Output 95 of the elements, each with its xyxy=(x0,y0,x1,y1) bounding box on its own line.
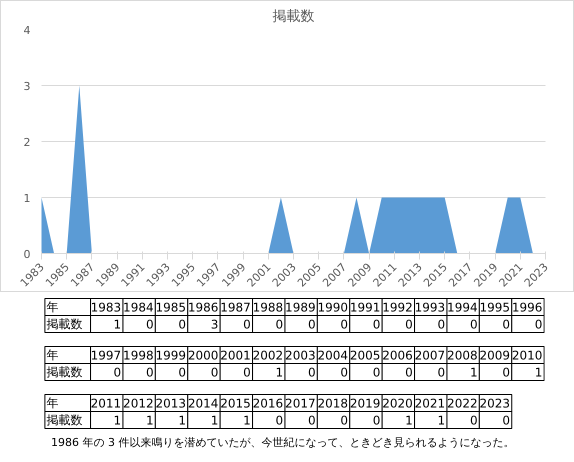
x-tick-label: 1987 xyxy=(220,300,251,314)
x-tick-label: 1992 xyxy=(382,300,413,314)
x-tick-label: 2001 xyxy=(220,348,251,362)
data-label: 0 xyxy=(276,414,284,428)
x-tick-label: 2006 xyxy=(382,348,413,362)
x-tick-label: 2011 xyxy=(90,396,122,410)
data-label: 0 xyxy=(502,318,510,332)
x-tick-label: 1996 xyxy=(512,300,542,314)
x-tick-label: 1995 xyxy=(479,300,510,314)
y-tick-label: 掲載数 xyxy=(46,413,83,427)
x-tick-label: 2009 xyxy=(479,348,510,362)
y-tick-label: 掲載数 xyxy=(46,365,83,379)
data-label: 0 xyxy=(146,318,154,332)
x-tick-label: 1990 xyxy=(317,300,348,314)
data-label: 0 xyxy=(308,414,316,428)
x-tick-label: 2022 xyxy=(447,396,478,410)
x-tick-label: 2007 xyxy=(414,348,446,362)
data-label: 0 xyxy=(372,414,380,428)
x-tick-label: 1984 xyxy=(123,300,154,314)
data-label: 1 xyxy=(114,318,122,332)
data-label: 0 xyxy=(534,318,542,332)
data-label: 0 xyxy=(308,318,316,332)
data-label: 0 xyxy=(438,318,446,332)
data-label: 1 xyxy=(114,414,122,428)
x-tick-label: 2008 xyxy=(447,348,478,362)
data-label: 1 xyxy=(534,366,542,380)
x-tick-label: 1985 xyxy=(155,300,186,314)
x-tick-label: 2020 xyxy=(382,396,413,410)
data-label: 1 xyxy=(210,414,218,428)
x-tick-label: 2016 xyxy=(252,396,284,410)
x-tick-label: 1988 xyxy=(252,300,284,314)
data-label: 1 xyxy=(146,414,154,428)
data-label: 0 xyxy=(340,414,348,428)
x-tick-label: 2013 xyxy=(155,396,186,410)
x-tick-label: 2019 xyxy=(350,396,380,410)
data-label: 0 xyxy=(178,318,186,332)
data-label: 1 xyxy=(405,414,413,428)
data-label: 0 xyxy=(470,414,478,428)
data-label: 0 xyxy=(405,366,413,380)
data-label: 0 xyxy=(243,318,251,332)
x-axis-title: 年 xyxy=(46,396,59,410)
x-tick-label: 2014 xyxy=(188,396,218,410)
x-tick-label: 1986 xyxy=(188,300,218,314)
y-tick-label: 2 xyxy=(24,136,30,149)
x-axis-title: 年 xyxy=(46,300,59,314)
x-tick-label: 2000 xyxy=(188,348,218,362)
x-tick-label: 2010 xyxy=(512,348,542,362)
data-label: 0 xyxy=(243,366,251,380)
x-tick-label: 2015 xyxy=(220,396,251,410)
x-tick-label: 2012 xyxy=(123,396,154,410)
data-label: 1 xyxy=(243,414,251,428)
data-label: 0 xyxy=(178,366,186,380)
annotation: 1986 年の 3 件以来鳴りを潜めていたが、今世紀になって、ときどき見られるようになった。 xyxy=(51,436,515,449)
data-label: 0 xyxy=(502,414,510,428)
data-label: 0 xyxy=(470,318,478,332)
data-label: 0 xyxy=(114,366,122,380)
data-label: 1 xyxy=(178,414,186,428)
y-tick-label: 1 xyxy=(24,192,30,205)
data-label: 0 xyxy=(372,366,380,380)
x-tick-label: 2018 xyxy=(317,396,348,410)
data-label: 1 xyxy=(276,366,284,380)
data-label: 1 xyxy=(438,414,446,428)
x-tick-label: 1997 xyxy=(90,348,122,362)
data-label: 0 xyxy=(308,366,316,380)
data-label: 0 xyxy=(340,366,348,380)
x-tick-label: 1989 xyxy=(285,300,316,314)
data-label: 0 xyxy=(210,366,218,380)
y-tick-label: 4 xyxy=(24,24,30,37)
data-label: 0 xyxy=(340,318,348,332)
x-tick-label: 1993 xyxy=(414,300,446,314)
data-label: 0 xyxy=(405,318,413,332)
data-label: 0 xyxy=(372,318,380,332)
data-label: 0 xyxy=(502,366,510,380)
data-label: 3 xyxy=(210,318,218,332)
data-label: 0 xyxy=(276,318,284,332)
chart-title: 掲載数 xyxy=(272,8,314,24)
x-tick-label: 1983 xyxy=(90,300,122,314)
x-tick-label: 2003 xyxy=(285,348,316,362)
y-tick-label: 0 xyxy=(24,248,30,261)
x-tick-label: 2017 xyxy=(285,396,316,410)
data-label: 1 xyxy=(470,366,478,380)
data-label: 0 xyxy=(438,366,446,380)
x-tick-label: 2002 xyxy=(252,348,284,362)
data-label: 0 xyxy=(146,366,154,380)
x-tick-label: 1999 xyxy=(155,348,186,362)
y-tick-label: 掲載数 xyxy=(46,317,83,331)
x-tick-label: 2004 xyxy=(317,348,348,362)
y-tick-label: 3 xyxy=(24,80,30,93)
x-tick-label: 2023 xyxy=(479,396,510,410)
x-tick-label: 1991 xyxy=(350,300,380,314)
x-axis-title: 年 xyxy=(46,348,59,362)
x-tick-label: 2005 xyxy=(350,348,380,362)
x-tick-label: 1994 xyxy=(447,300,478,314)
x-tick-label: 2021 xyxy=(414,396,446,410)
x-tick-label: 1998 xyxy=(123,348,154,362)
